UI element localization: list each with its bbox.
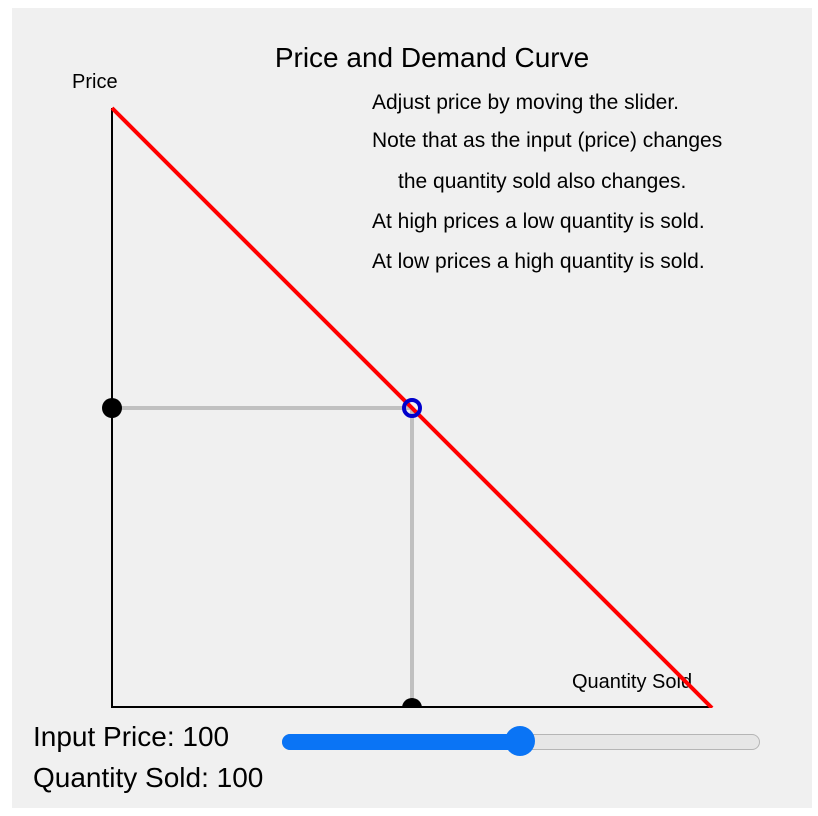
demand-curve-app: Price and Demand Curve Adjust price by m… bbox=[12, 8, 812, 808]
slider-fill bbox=[282, 734, 522, 750]
price-axis-marker bbox=[102, 398, 122, 418]
note-line: Adjust price by moving the slider. bbox=[372, 91, 679, 114]
y-axis-label: Price bbox=[72, 71, 118, 93]
current-price-point bbox=[402, 398, 422, 418]
input-price-label: Input Price: bbox=[33, 721, 183, 752]
diagram-title: Price and Demand Curve bbox=[275, 42, 589, 73]
demand-diagram: Price and Demand Curve Adjust price by m… bbox=[72, 42, 722, 708]
quantity-sold-readout: Quantity Sold: 100 bbox=[33, 764, 263, 792]
input-price-readout: Input Price: 100 bbox=[33, 723, 229, 751]
demand-curve-line bbox=[110, 106, 714, 708]
note-line: Note that as the input (price) changes bbox=[372, 129, 722, 152]
quantity-sold-value: 100 bbox=[216, 762, 264, 793]
quantity-axis-marker bbox=[402, 698, 422, 708]
note-line: the quantity sold also changes. bbox=[398, 170, 686, 193]
quantity-sold-label: Quantity Sold: bbox=[33, 762, 217, 793]
price-slider[interactable] bbox=[282, 726, 760, 756]
note-line: At high prices a low quantity is sold. bbox=[372, 210, 705, 233]
x-axis-label: Quantity Sold bbox=[572, 671, 692, 693]
slider-thumb[interactable] bbox=[505, 726, 535, 756]
note-line: At low prices a high quantity is sold. bbox=[372, 250, 705, 273]
input-price-value: 100 bbox=[182, 721, 230, 752]
